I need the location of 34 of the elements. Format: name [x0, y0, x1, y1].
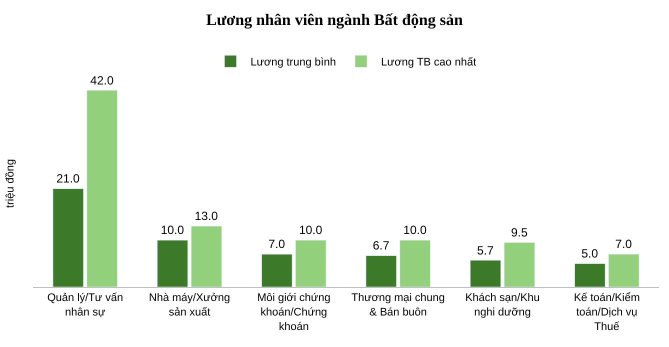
- x-tick-label: Khách sạn/Khu nghi dưỡng: [465, 292, 540, 318]
- data-label: 21.0: [56, 172, 80, 186]
- data-label: 42.0: [90, 73, 114, 88]
- bar: [366, 255, 397, 287]
- x-tick-label: Thương mại chung & Bán buôn: [351, 292, 445, 318]
- bar: [504, 242, 535, 287]
- data-label: 7.0: [615, 237, 632, 252]
- bar: [190, 226, 222, 287]
- bar: [400, 240, 431, 287]
- legend-label: Lương trung bình: [250, 56, 336, 69]
- data-label: 10.0: [403, 223, 427, 238]
- bar: [608, 254, 640, 287]
- x-tick-label: Nhà máy/Xưởng sản xuất: [148, 292, 230, 318]
- x-tick-label: Quản lý/Tư vấn nhân sự: [47, 292, 124, 318]
- data-label: 6.7: [372, 238, 390, 253]
- data-label: 5.7: [477, 243, 494, 258]
- data-label: 7.0: [268, 237, 286, 252]
- bar: [52, 188, 84, 287]
- y-axis-title: triệu đồng: [4, 159, 17, 208]
- bar: [261, 254, 292, 287]
- bar: [157, 240, 188, 287]
- data-label: 10.0: [298, 223, 323, 238]
- x-tick-label: Môi giới chứng khoán/Chứng khoán: [257, 292, 330, 333]
- bar: [574, 263, 606, 287]
- bar: [86, 90, 118, 287]
- data-label: 9.5: [510, 226, 528, 240]
- x-tick-label: Kế toán/Kiểm toán/Dịch vụ Thuế: [574, 292, 640, 333]
- data-label: 10.0: [160, 223, 184, 238]
- bar: [295, 240, 326, 287]
- chart-title: Lương nhân viên ngành Bất động sản: [206, 12, 463, 30]
- data-label: 13.0: [194, 209, 218, 224]
- bar: [470, 260, 502, 287]
- data-label: 5.0: [581, 246, 598, 261]
- legend-label: Lương TB cao nhất: [381, 56, 476, 69]
